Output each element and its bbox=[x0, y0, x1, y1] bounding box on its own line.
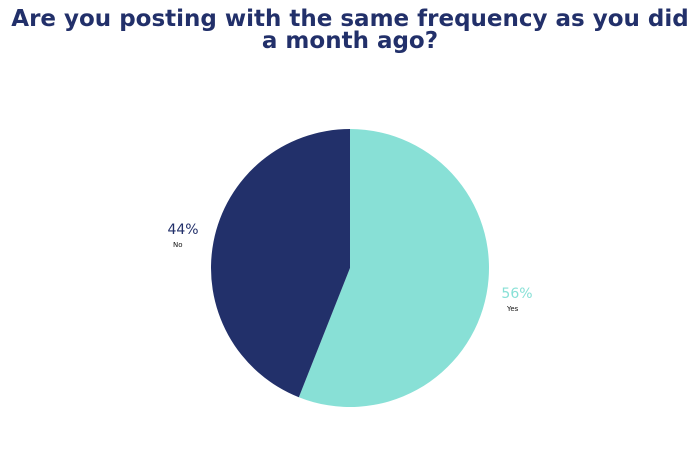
category-label: Yes bbox=[506, 305, 519, 313]
pie-slice bbox=[210, 128, 350, 398]
value-label: 44% bbox=[167, 222, 198, 238]
category-label: No bbox=[173, 241, 183, 249]
chart-title: Are you posting with the same frequency … bbox=[11, 6, 689, 54]
value-label: 56% bbox=[501, 286, 532, 302]
pie-slice bbox=[298, 129, 489, 407]
